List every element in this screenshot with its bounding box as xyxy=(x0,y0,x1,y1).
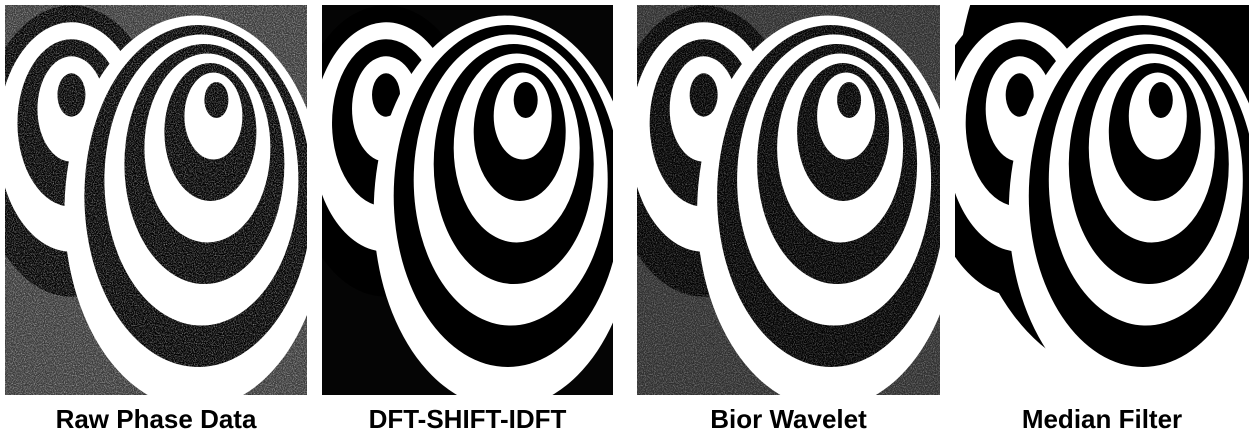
fringe-ring xyxy=(513,82,538,118)
fringe-ring xyxy=(1148,82,1173,118)
fringe-image xyxy=(955,5,1249,395)
noise-overlay xyxy=(637,5,940,395)
caption: DFT-SHIFT-IDFT xyxy=(369,404,567,434)
fringe-image xyxy=(5,5,307,395)
fringe-image xyxy=(637,5,940,395)
fringe-ring xyxy=(1005,73,1034,117)
fringe-ring xyxy=(372,73,401,117)
fringe-image xyxy=(322,5,613,395)
noise-overlay xyxy=(5,5,307,395)
caption: Raw Phase Data xyxy=(56,404,257,434)
caption: Bior Wavelet xyxy=(710,404,867,434)
caption: Median Filter xyxy=(1022,404,1182,434)
